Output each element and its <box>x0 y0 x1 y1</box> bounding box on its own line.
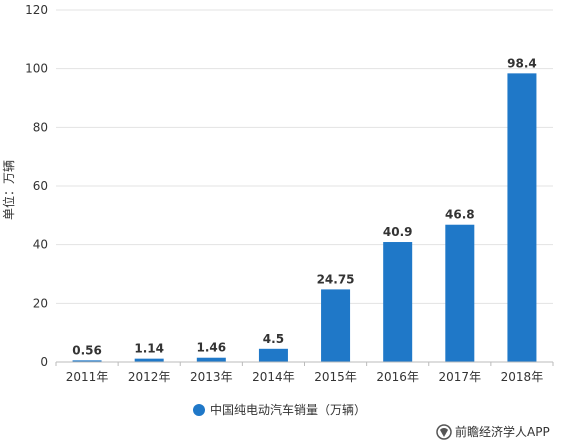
y-tick-label: 120 <box>25 3 48 17</box>
bars <box>72 73 537 363</box>
y-axis-ticks: 0 20 40 60 80 100 120 <box>25 3 48 369</box>
gridlines <box>56 9 553 304</box>
data-label: 4.5 <box>263 332 284 346</box>
y-tick-label: 40 <box>33 238 48 252</box>
legend: 中国纯电动汽车销量（万辆） <box>193 402 366 417</box>
data-label: 0.56 <box>72 343 102 357</box>
bar <box>445 224 475 362</box>
data-label: 1.46 <box>197 341 227 355</box>
y-tick-label: 60 <box>33 179 48 193</box>
x-tick-label: 2011年 <box>66 370 109 384</box>
credit-text: 前瞻经济学人APP <box>455 424 550 439</box>
x-tick-label: 2016年 <box>376 370 419 384</box>
data-label: 40.9 <box>383 225 413 239</box>
bar <box>321 289 351 362</box>
data-label: 1.14 <box>134 342 164 356</box>
legend-label: 中国纯电动汽车销量（万辆） <box>210 402 366 417</box>
x-tick-label: 2017年 <box>439 370 482 384</box>
data-label: 98.4 <box>507 56 537 70</box>
legend-swatch <box>193 404 205 416</box>
x-tick-label: 2013年 <box>190 370 233 384</box>
bar <box>134 358 164 362</box>
data-labels: 0.56 1.14 1.46 4.5 24.75 40.9 46.8 98.4 <box>72 56 536 357</box>
y-tick-label: 0 <box>40 355 48 369</box>
x-tick-label: 2012年 <box>128 370 171 384</box>
y-tick-label: 80 <box>33 120 48 134</box>
x-axis-ticks: 2011年 2012年 2013年 2014年 2015年 2016年 2017年 2018年 <box>55 362 554 384</box>
bar <box>196 357 226 362</box>
data-label: 24.75 <box>317 272 355 286</box>
bar <box>258 348 288 362</box>
logo-icon <box>436 424 452 440</box>
credit: 前瞻经济学人APP <box>436 424 550 440</box>
bar <box>383 242 413 362</box>
y-axis-label: 单位：万辆 <box>1 160 16 220</box>
x-tick-label: 2018年 <box>501 370 544 384</box>
data-label: 46.8 <box>445 208 475 222</box>
y-tick-label: 100 <box>25 62 48 76</box>
x-tick-label: 2014年 <box>252 370 295 384</box>
y-tick-label: 20 <box>33 296 48 310</box>
bar <box>72 360 102 362</box>
x-tick-label: 2015年 <box>314 370 357 384</box>
bar <box>507 73 537 363</box>
